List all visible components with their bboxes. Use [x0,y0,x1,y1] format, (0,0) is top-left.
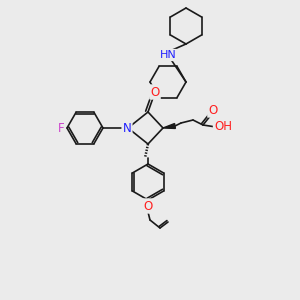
Text: F: F [58,122,64,134]
Text: N: N [123,122,131,134]
Text: HN: HN [160,50,176,60]
Text: O: O [150,85,160,98]
Text: OH: OH [214,121,232,134]
Text: O: O [208,103,217,116]
Text: O: O [143,200,153,212]
Polygon shape [163,124,175,128]
